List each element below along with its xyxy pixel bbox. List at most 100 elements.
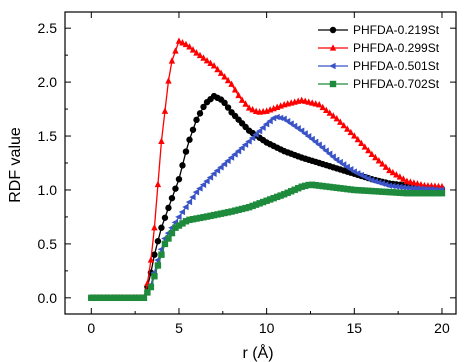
legend-entry: PHFDA-0.501St (318, 59, 440, 73)
data-point (322, 147, 329, 154)
data-point (287, 188, 295, 195)
data-point (203, 177, 210, 185)
data-point (231, 151, 238, 158)
data-point (228, 80, 235, 87)
data-point (379, 160, 386, 167)
data-point (406, 184, 414, 192)
data-point (192, 188, 200, 196)
data-point (396, 189, 404, 196)
data-point (263, 197, 270, 204)
data-point (214, 211, 221, 218)
data-point (147, 283, 155, 291)
data-point (340, 121, 347, 129)
data-point (344, 125, 351, 132)
data-point (179, 39, 186, 46)
data-point (137, 294, 144, 302)
data-point (343, 163, 350, 171)
x-tick-label: 20 (434, 320, 450, 336)
data-point (386, 188, 393, 196)
data-point (213, 167, 221, 174)
data-point (249, 202, 256, 210)
data-point (372, 153, 379, 161)
data-point (315, 141, 322, 148)
data-point (235, 206, 242, 214)
data-point (337, 118, 344, 125)
data-point (200, 54, 207, 61)
data-point (172, 185, 179, 192)
data-point (182, 148, 190, 155)
data-point (385, 182, 392, 189)
data-point (245, 204, 253, 211)
data-point (158, 224, 165, 231)
data-point (435, 190, 442, 197)
data-point (91, 294, 99, 302)
y-tick-label: 2.5 (38, 20, 58, 36)
data-point (168, 194, 176, 202)
data-point (140, 294, 148, 302)
data-point (238, 96, 246, 103)
data-point (344, 185, 351, 193)
data-point (161, 214, 169, 221)
data-point (241, 141, 249, 148)
data-point (280, 191, 288, 198)
data-point (311, 138, 319, 146)
data-point (329, 26, 337, 34)
data-point (112, 294, 120, 302)
data-point (224, 209, 232, 216)
data-point (382, 188, 390, 196)
data-point (428, 190, 435, 197)
data-point (273, 113, 280, 121)
legend-entry: PHFDA-0.219St (318, 23, 440, 37)
data-point (361, 187, 369, 194)
data-point (151, 223, 158, 231)
data-point (326, 183, 333, 191)
data-point (154, 180, 162, 188)
data-point (154, 237, 162, 245)
data-point (151, 273, 158, 280)
data-point (379, 188, 386, 195)
data-point (175, 213, 182, 221)
series-PHFDA-0.702St (88, 181, 446, 302)
data-point (200, 214, 207, 221)
data-point (186, 216, 193, 224)
y-tick-label: 0.5 (38, 236, 58, 252)
data-point (336, 158, 343, 166)
data-point (421, 190, 428, 197)
legend-entry: PHFDA-0.299St (318, 41, 440, 55)
data-point (235, 91, 242, 99)
data-point (410, 190, 418, 197)
data-point (354, 135, 362, 143)
plot-frame (64, 11, 457, 315)
data-point (165, 204, 172, 212)
data-point (316, 182, 323, 189)
data-point (323, 183, 330, 190)
data-point (161, 240, 169, 248)
data-point (189, 215, 197, 223)
data-point (189, 126, 197, 133)
data-point (228, 208, 235, 215)
data-point (337, 185, 344, 192)
data-point (393, 171, 400, 178)
data-point (329, 80, 337, 88)
data-point (217, 69, 225, 76)
data-point (207, 212, 214, 220)
data-point (196, 51, 204, 59)
data-point (280, 115, 287, 122)
data-point (389, 189, 397, 196)
data-point (312, 182, 319, 189)
data-point (298, 183, 305, 190)
data-point (189, 193, 196, 201)
data-point (277, 192, 284, 199)
data-point (238, 144, 245, 152)
data-point (182, 218, 190, 225)
data-point (175, 175, 183, 183)
data-point (196, 214, 204, 222)
data-point (389, 168, 397, 176)
data-point (347, 186, 354, 193)
data-point (249, 105, 256, 113)
data-point (193, 215, 200, 222)
axis-ticks: 0 5 10 15 20 0.0 0.5 1.0 1.5 2.0 2.5 (38, 12, 456, 336)
data-point (252, 131, 259, 138)
y-tick-label: 2.0 (38, 74, 58, 90)
data-point (175, 37, 183, 44)
